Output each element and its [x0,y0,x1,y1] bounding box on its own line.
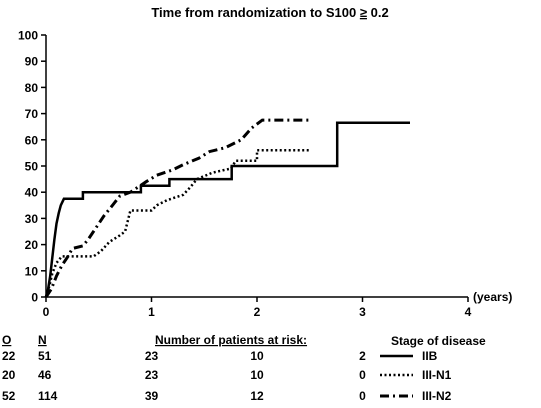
curve-iii-n1 [46,150,310,297]
header-o: O [2,333,11,347]
risk-row-at-risk: 23 [145,349,159,363]
risk-row-n: 114 [38,389,58,403]
risk-row-at-risk: 10 [250,368,264,382]
x-tick-label: 0 [43,305,50,319]
risk-row-at-risk: 0 [359,368,366,382]
y-tick-label: 90 [25,55,39,69]
x-axis-ticks: 0 1 2 3 4 [43,297,472,319]
y-tick-label: 70 [25,107,39,121]
header-n: N [38,333,47,347]
risk-row-at-risk: 0 [359,389,366,403]
curve-iib [46,123,410,297]
curve-iii-n2 [46,120,310,297]
chart-title: Time from randomization to S100 ≥ 0.2 [151,5,388,20]
legend-label: IIB [422,349,438,363]
y-tick-label: 0 [31,291,38,305]
legend-label: III-N2 [422,389,452,403]
y-tick-label: 60 [25,133,39,147]
risk-table-rows: 22 51 23 10 2 IIB 20 46 23 10 0 III-N1 52 114 39 12 0 III… [2,349,452,403]
curves [46,120,410,297]
risk-row-o: 20 [2,368,16,382]
risk-row-at-risk: 2 [359,349,366,363]
y-tick-label: 100 [18,29,38,43]
x-tick-label: 2 [254,305,261,319]
y-tick-label: 20 [25,238,39,252]
y-tick-label: 80 [25,81,39,95]
legend-title: Stage of disease [391,334,486,348]
risk-row-o: 52 [2,389,16,403]
y-tick-label: 40 [25,186,39,200]
y-tick-label: 30 [25,212,39,226]
risk-row-at-risk: 39 [145,389,159,403]
risk-row-at-risk: 23 [145,368,159,382]
risk-row-o: 22 [2,349,16,363]
risk-row-at-risk: 12 [250,389,264,403]
legend-label: III-N1 [422,368,452,382]
y-axis-ticks: 0 10 20 30 40 50 60 70 80 90 100 [18,29,46,305]
risk-row-n: 51 [38,349,52,363]
risk-table-title: Number of patients at risk: [155,333,307,347]
risk-row-n: 46 [38,368,52,382]
x-tick-label: 1 [148,305,155,319]
x-axis-label: (years) [473,290,512,304]
risk-row-at-risk: 10 [250,349,264,363]
y-tick-label: 10 [25,264,39,278]
y-tick-label: 50 [25,160,39,174]
x-tick-label: 4 [465,305,472,319]
x-tick-label: 3 [359,305,366,319]
